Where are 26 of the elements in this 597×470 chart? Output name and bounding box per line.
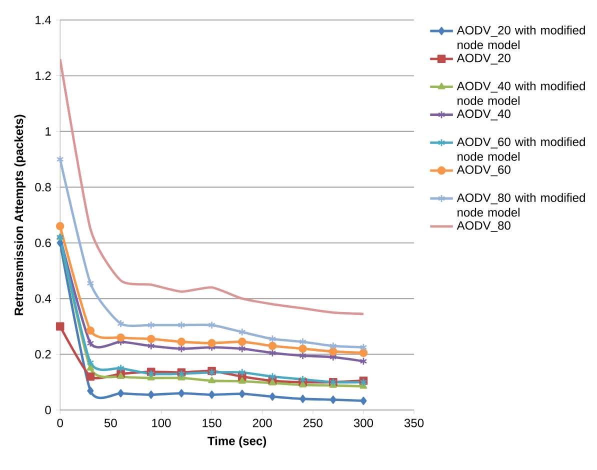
x-tick-label: 350 bbox=[404, 418, 424, 428]
y-tick-label: 0 bbox=[45, 406, 51, 414]
y-axis-title: Retransmission Attempts (packets) bbox=[14, 114, 26, 316]
x-tick-label: 200 bbox=[252, 418, 272, 428]
x-tick-label: 150 bbox=[202, 418, 222, 428]
x-axis-title: Time (sec) bbox=[208, 436, 266, 448]
y-tick-label: 1.4 bbox=[36, 16, 52, 24]
legend-label: AODV_40 with modified node model bbox=[456, 81, 585, 105]
x-tick-label: 0 bbox=[57, 418, 63, 428]
y-tick-label: 0.4 bbox=[35, 294, 52, 303]
legend-label: AODV_80 with modified node model bbox=[456, 193, 585, 217]
y-tick-label: 0.8 bbox=[35, 182, 51, 192]
legend-label: AODV_60 with modified node model bbox=[456, 137, 585, 161]
y-tick-label: 0.6 bbox=[35, 238, 51, 248]
x-tick-label: 300 bbox=[354, 418, 374, 428]
legend-label: AODV_40 bbox=[456, 109, 510, 120]
legend-label: AODV_20 with modified node model bbox=[456, 26, 585, 50]
y-tick-label: 1.2 bbox=[36, 71, 51, 80]
legend-label: AODV_60 bbox=[456, 165, 510, 176]
legend-label: AODV_20 bbox=[456, 54, 510, 64]
y-tick-label: 1 bbox=[46, 127, 51, 136]
legend-label: AODV_80 bbox=[456, 221, 510, 232]
y-tick-label: 0.2 bbox=[35, 350, 51, 359]
x-tick-label: 100 bbox=[152, 418, 171, 428]
x-tick-label: 50 bbox=[104, 418, 117, 428]
x-tick-label: 250 bbox=[303, 418, 322, 428]
